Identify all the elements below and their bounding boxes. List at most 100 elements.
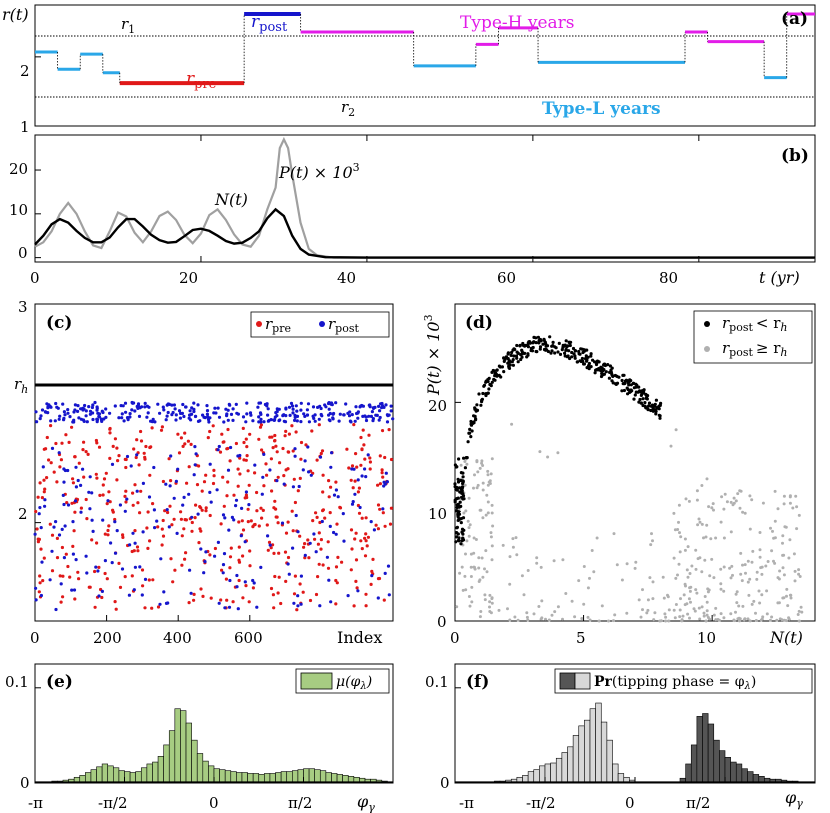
r-post-point xyxy=(371,406,375,410)
r-post-point xyxy=(327,401,331,405)
black-point xyxy=(479,403,483,407)
r-pre-point xyxy=(145,526,149,530)
r-pre-point xyxy=(356,490,360,494)
legend-gray-marker xyxy=(704,346,710,352)
r-post-point xyxy=(255,605,259,609)
hist-e-bar xyxy=(124,771,131,784)
black-point xyxy=(456,477,460,481)
gray-point xyxy=(754,611,757,615)
r-pre-point xyxy=(123,575,127,579)
hist-f-dark-bar xyxy=(747,771,754,784)
gray-point xyxy=(481,575,485,579)
r-post-point xyxy=(145,415,149,419)
r-post-point xyxy=(91,529,95,534)
gray-point xyxy=(698,617,702,621)
gray-point xyxy=(546,455,550,459)
r-post-point xyxy=(387,593,391,597)
panel-d-xlabel: N(t) xyxy=(769,628,803,647)
r-post-point xyxy=(356,416,360,420)
r-pre-point xyxy=(349,568,353,572)
r-post-point xyxy=(318,404,322,408)
gray-point xyxy=(797,609,801,613)
black-point xyxy=(507,365,511,370)
r-pre-point xyxy=(82,440,86,444)
r-post-point xyxy=(369,520,373,524)
gray-point xyxy=(672,556,676,560)
r-pre-point xyxy=(257,524,261,528)
hist-e-bar xyxy=(185,722,192,784)
panel-c-xtick-600: 600 xyxy=(234,629,263,647)
r-post-point xyxy=(48,578,52,582)
gray-point xyxy=(761,615,765,619)
r-pre-point xyxy=(246,520,250,524)
r-pre-point xyxy=(294,430,298,434)
r-pre-point xyxy=(242,440,246,445)
r-post-point xyxy=(193,414,198,419)
r-pre-point xyxy=(194,503,198,507)
r-pre-point xyxy=(257,437,261,441)
gray-point xyxy=(750,498,754,502)
gray-point xyxy=(741,604,745,608)
gray-point xyxy=(765,589,769,593)
r-pre-point xyxy=(130,574,134,578)
gray-point xyxy=(639,615,643,619)
r-post-point xyxy=(377,418,381,422)
r-post-point xyxy=(133,565,137,569)
r-post-point xyxy=(79,510,83,514)
gray-point xyxy=(463,483,467,487)
black-point xyxy=(486,391,490,395)
r-pre-point xyxy=(360,516,364,520)
panel-a-ytick-2: 2 xyxy=(20,62,30,80)
r-post-point xyxy=(277,407,281,411)
r-post-point xyxy=(146,411,150,415)
gray-point xyxy=(748,619,752,623)
panel-c-xtick-0: 0 xyxy=(30,629,40,647)
r-post-point xyxy=(77,416,81,420)
r-post-point xyxy=(100,418,104,422)
black-point xyxy=(564,347,568,352)
r-pre-point xyxy=(93,569,97,574)
r-pre-point xyxy=(49,461,53,465)
legend-post-marker xyxy=(319,321,325,327)
r-pre-point xyxy=(283,434,287,438)
panel-e-legend: μ(φλ) xyxy=(295,668,390,694)
gray-point xyxy=(653,611,657,615)
r-post-point xyxy=(299,401,303,405)
gray-point xyxy=(490,511,494,515)
r-pre-point xyxy=(136,501,140,505)
r-pre-point xyxy=(161,479,165,484)
r-pre-point xyxy=(61,595,65,599)
gray-point xyxy=(625,562,629,566)
r-post-point xyxy=(66,408,70,412)
r-pre-point xyxy=(209,596,213,600)
r-post-point xyxy=(290,404,295,408)
gray-point xyxy=(736,492,740,496)
r-post-point xyxy=(159,557,163,561)
r-pre-point xyxy=(378,507,382,511)
gray-point xyxy=(766,560,770,563)
r-post-point xyxy=(50,446,55,450)
black-point xyxy=(495,374,499,378)
r-post-point xyxy=(108,411,112,415)
r-post-point xyxy=(230,515,234,520)
gray-point xyxy=(663,612,667,616)
r-pre-point xyxy=(64,552,68,556)
gray-point xyxy=(469,552,473,556)
r-pre-point xyxy=(58,465,62,469)
r-post-point xyxy=(370,574,374,578)
r-post-point xyxy=(140,405,144,409)
gray-point xyxy=(637,598,641,602)
r-post-point xyxy=(327,578,331,582)
r-pre-point xyxy=(350,464,355,468)
gray-point xyxy=(680,618,684,622)
r-post-point xyxy=(319,412,323,417)
panel-e-xtick-minus-half-pi: -π/2 xyxy=(98,794,128,812)
hist-f-dark-bar xyxy=(707,723,715,784)
gray-point xyxy=(757,589,761,593)
gray-point xyxy=(592,570,596,574)
r-pre-point xyxy=(355,465,359,469)
r-pre-point xyxy=(274,515,278,519)
r-pre-point xyxy=(64,433,68,437)
black-point xyxy=(515,356,519,360)
r-pre-point xyxy=(251,586,255,590)
